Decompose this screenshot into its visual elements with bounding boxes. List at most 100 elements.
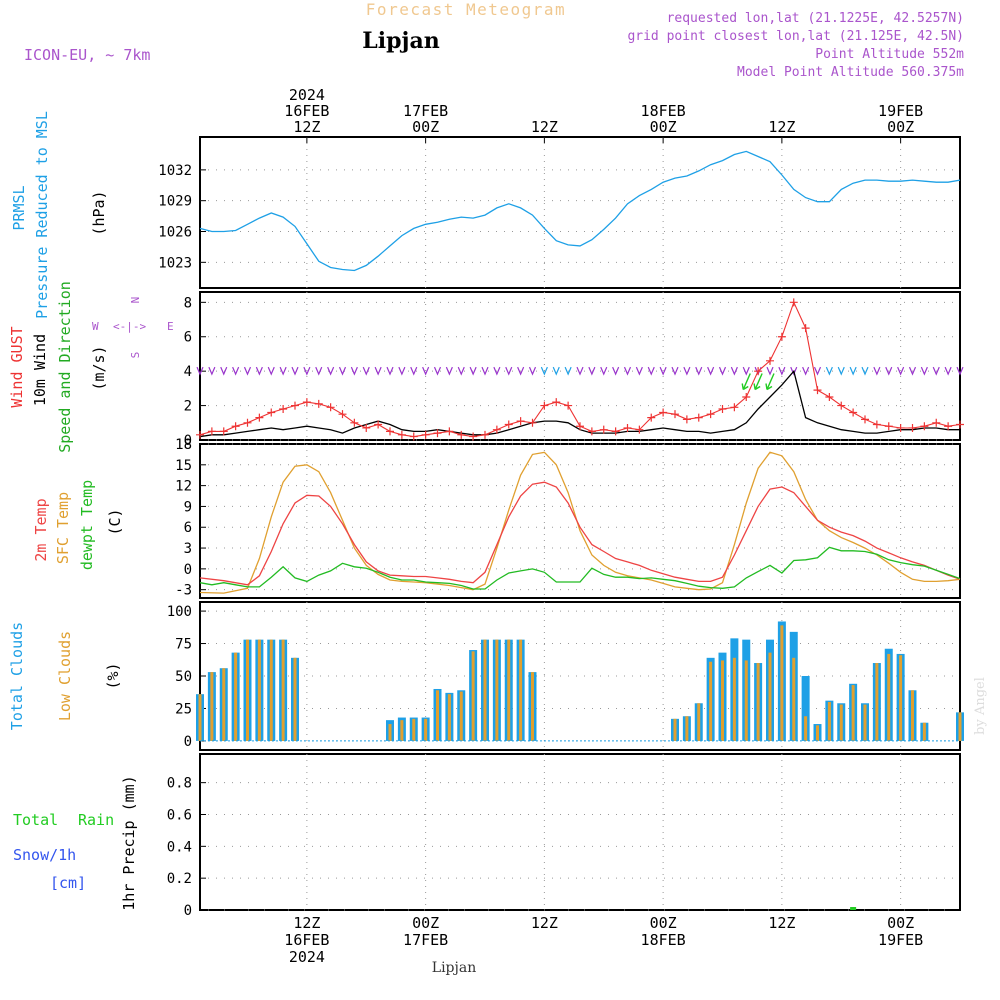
wind-direction-arrow (410, 366, 418, 376)
pressure-ytick-label: 1029 (158, 194, 192, 210)
precip-ytick-label: 0.4 (167, 839, 192, 855)
requested-coordinates: requested lon,lat (21.1225E, 42.5257N) (667, 11, 964, 26)
location-title: Lipjan (362, 28, 439, 54)
wind-gust-marker (623, 423, 632, 432)
low-cloud-bar (816, 725, 819, 741)
wind-gust-marker (754, 367, 763, 376)
low-cloud-bar (281, 639, 285, 741)
low-cloud-bar (792, 657, 796, 741)
wind-gust-marker (920, 422, 929, 431)
low-cloud-bar (388, 724, 392, 741)
temperature-frame (199, 443, 961, 599)
wind-gust-marker (932, 418, 941, 427)
wind-direction-arrow (540, 366, 548, 376)
time-label-top: 12Z (293, 118, 320, 136)
low-cloud-bar (234, 652, 238, 741)
wind-gust-marker (825, 392, 834, 401)
wind-gust-marker (445, 427, 454, 436)
wind-gust-marker (314, 399, 323, 408)
low-cloud-bar (863, 704, 867, 741)
low-cloud-bar (459, 691, 463, 741)
wind-gust-marker (706, 410, 715, 419)
wind-direction-arrow (802, 366, 810, 376)
wind-direction-arrow (517, 366, 525, 376)
wind-gust-marker (528, 418, 537, 427)
wind-ytick-label: 6 (184, 330, 192, 346)
sfc-temp-line (199, 451, 961, 594)
low-cloud-bar (780, 625, 784, 741)
time-label-top: 18FEB (641, 102, 686, 120)
wind-direction-arrow (873, 366, 881, 376)
time-label-top: 12Z (531, 118, 558, 136)
low-cloud-bar (198, 694, 202, 741)
wind-gust-line (199, 300, 961, 438)
clouds-ytick-label: 50 (175, 669, 192, 685)
wind-gust-marker (516, 417, 525, 426)
low-cloud-bar (709, 661, 713, 741)
low-cloud-bar (507, 639, 511, 741)
time-label-bottom: 00Z (650, 914, 677, 932)
wind-direction-arrow (220, 366, 228, 376)
wind-gust-marker (789, 298, 798, 307)
wind-direction-arrow (825, 366, 833, 376)
wind-direction-arrow (374, 366, 382, 376)
pressure-ytick-label: 1032 (158, 163, 192, 179)
time-label-bottom: 00Z (412, 914, 439, 932)
precip-snow-unit: [cm] (50, 874, 86, 892)
wind-direction-arrow (956, 366, 964, 376)
wind-direction-arrow (243, 366, 252, 376)
wind-gust-marker (587, 427, 596, 436)
low-cloud-bar (697, 703, 701, 741)
wind-direction-arrow (742, 366, 750, 376)
wind-direction-arrow (790, 366, 798, 376)
pressure-ytick-label: 1023 (158, 255, 192, 271)
precip-ytick-label: 0.8 (167, 776, 192, 792)
wind-direction-arrow (778, 366, 786, 376)
wind-direction-arrow (422, 366, 430, 376)
wind-direction-arrow (837, 366, 845, 376)
wind-gust-marker (196, 430, 204, 439)
low-cloud-bar (768, 652, 772, 741)
precip-ytick-label: 0 (184, 903, 192, 919)
wind-gust-marker (872, 420, 881, 429)
wind-direction-label: Speed and Direction (56, 281, 74, 453)
wind-gust-marker (302, 398, 311, 407)
wind-direction-arrow (552, 366, 560, 376)
wind-gust-marker (374, 420, 383, 429)
pressure-label-msl: Pressure Reduced to MSL (33, 111, 51, 319)
temperature-ytick-label: 15 (175, 458, 192, 474)
time-label-top: 17FEB (403, 102, 448, 120)
wind-gust-marker (492, 425, 501, 434)
footer-location: Lipjan (432, 960, 476, 976)
wind-gust-marker (255, 413, 264, 422)
wind-direction-arrow (291, 366, 299, 376)
wind-direction-arrow (718, 366, 727, 376)
low-cloud-bar (685, 716, 689, 741)
point-altitude: Point Altitude 552m (815, 47, 964, 62)
low-cloud-bar (851, 685, 855, 741)
low-cloud-bar (827, 701, 831, 741)
wind-direction-arrow (208, 366, 216, 376)
time-label-top: 16FEB (284, 102, 329, 120)
temperature-ytick-label: -3 (175, 583, 192, 599)
low-cloud-bar (673, 718, 677, 741)
time-label-bottom: 12Z (293, 914, 320, 932)
wind-gust-marker (956, 420, 964, 429)
wind-direction-arrow (600, 366, 608, 376)
wind-direction-arrow (327, 366, 335, 376)
model-label: ICON-EU, ~ 7km (24, 46, 150, 64)
low-cloud-bar (222, 668, 226, 741)
compass-west: W (92, 320, 99, 333)
wind-gust-marker (908, 423, 917, 432)
compass-rose: N W <-|-> E S (92, 297, 174, 359)
low-cloud-bar (839, 704, 843, 741)
wind-gust-marker (682, 415, 691, 424)
wind-direction-arrow (303, 366, 311, 376)
wind-direction-arrow (885, 366, 893, 376)
wind-gust-marker (362, 423, 371, 432)
wind-direction-arrow (635, 366, 643, 376)
wind-direction-arrow (766, 366, 774, 376)
wind-gust-marker (801, 324, 810, 333)
low-cloud-bar (721, 660, 724, 741)
wind-direction-arrow (623, 366, 632, 376)
